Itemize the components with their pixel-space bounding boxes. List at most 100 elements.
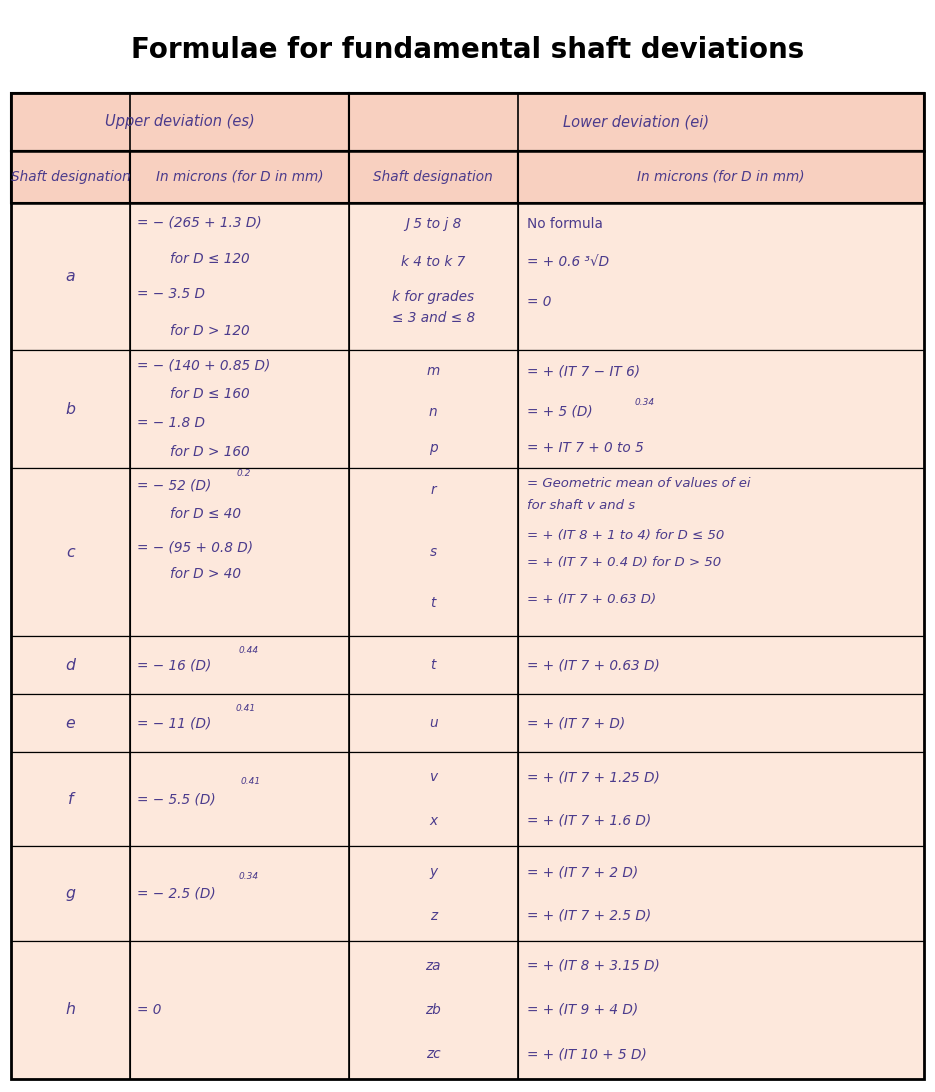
Text: t: t [431,658,436,673]
Bar [130,637,349,695]
Text: 0.2: 0.2 [237,470,251,478]
Bar [11,468,130,637]
Text: No formula: No formula [527,216,603,230]
Text: = 0: = 0 [527,295,552,309]
Text: x: x [429,814,438,828]
Text: 0.41: 0.41 [236,703,255,713]
Text: = + 0.6 ³√D: = + 0.6 ³√D [527,254,610,269]
Bar [130,203,349,351]
Text: = + (IT 8 + 3.15 D): = + (IT 8 + 3.15 D) [527,959,660,973]
Text: c: c [66,545,75,560]
Text: Formulae for fundamental shaft deviations: Formulae for fundamental shaft deviation… [131,36,804,64]
Text: zb: zb [425,1002,441,1017]
Bar [518,351,924,468]
Bar [349,468,518,637]
Text: = − (140 + 0.85 D): = − (140 + 0.85 D) [137,358,271,372]
Text: = + (IT 9 + 4 D): = + (IT 9 + 4 D) [527,1002,639,1017]
Bar [11,151,130,203]
Text: ≤ 3 and ≤ 8: ≤ 3 and ≤ 8 [392,311,475,324]
Text: a: a [65,269,76,284]
Bar [11,846,130,941]
Text: = − 3.5 D: = − 3.5 D [137,287,206,301]
Text: = + (IT 7 + 0.63 D): = + (IT 7 + 0.63 D) [527,593,656,606]
Bar [349,941,518,1079]
Text: 0.41: 0.41 [240,778,260,786]
Text: Shaft designation: Shaft designation [373,170,493,183]
Text: = + IT 7 + 0 to 5: = + IT 7 + 0 to 5 [527,441,644,455]
Bar [130,151,349,203]
Text: = + (IT 7 + 1.25 D): = + (IT 7 + 1.25 D) [527,771,660,784]
Bar [518,846,924,941]
Text: n: n [429,405,438,418]
Text: = − 11 (D): = − 11 (D) [137,716,211,731]
Text: Upper deviation (es): Upper deviation (es) [105,115,255,129]
Text: for D > 160: for D > 160 [170,444,250,459]
Text: for D ≤ 40: for D ≤ 40 [170,507,241,521]
Text: k for grades: k for grades [392,290,474,305]
Text: u: u [429,716,438,731]
Text: = − (265 + 1.3 D): = − (265 + 1.3 D) [137,215,262,229]
Bar [11,752,130,846]
Text: = − 2.5 (D): = − 2.5 (D) [137,887,216,901]
Bar [130,752,349,846]
Bar [518,203,924,351]
Bar [11,351,130,468]
Bar [349,637,518,695]
Bar [518,695,924,752]
Bar [130,351,349,468]
Bar [11,695,130,752]
Text: e: e [65,715,76,731]
Text: = + (IT 7 + 0.4 D) for D > 50: = + (IT 7 + 0.4 D) for D > 50 [527,556,721,569]
Bar [130,846,349,941]
Bar [11,203,130,351]
Bar [130,941,349,1079]
Text: = + (IT 10 + 5 D): = + (IT 10 + 5 D) [527,1047,647,1061]
Text: = 0: = 0 [137,1002,162,1017]
Bar [349,93,924,151]
Text: v: v [429,771,438,784]
Text: Shaft designation: Shaft designation [10,170,130,183]
Bar [518,468,924,637]
Text: = − 52 (D): = − 52 (D) [137,478,211,492]
Text: for shaft v and s: for shaft v and s [527,499,635,512]
Text: = + (IT 7 − IT 6): = + (IT 7 − IT 6) [527,365,640,379]
Bar [11,637,130,695]
Text: = − (95 + 0.8 D): = − (95 + 0.8 D) [137,541,253,555]
Text: k 4 to k 7: k 4 to k 7 [401,254,466,269]
Text: za: za [425,959,441,973]
Text: 0.44: 0.44 [238,645,258,655]
Text: for D ≤ 120: for D ≤ 120 [170,252,250,266]
Text: = + (IT 7 + 2.5 D): = + (IT 7 + 2.5 D) [527,909,652,923]
Bar [130,468,349,637]
Text: = + (IT 7 + 2 D): = + (IT 7 + 2 D) [527,865,639,879]
Bar [349,203,518,351]
Text: for D ≤ 160: for D ≤ 160 [170,387,250,401]
Bar [11,93,349,151]
Bar [518,752,924,846]
Text: r: r [430,483,436,497]
Bar [11,941,130,1079]
Text: Lower deviation (ei): Lower deviation (ei) [563,115,710,129]
Bar [518,941,924,1079]
Text: = − 5.5 (D): = − 5.5 (D) [137,792,216,806]
Text: g: g [65,887,76,901]
Text: for D > 120: for D > 120 [170,324,250,339]
Text: 0.34: 0.34 [238,871,258,880]
Text: = + 5 (D): = + 5 (D) [527,405,593,418]
Bar [349,151,518,203]
Text: In microns (for D in mm): In microns (for D in mm) [155,170,324,183]
Text: h: h [65,1002,76,1018]
Bar [518,151,924,203]
Text: m: m [426,365,439,379]
Text: d: d [65,657,76,673]
Text: = + (IT 7 + D): = + (IT 7 + D) [527,716,626,731]
Text: = − 1.8 D: = − 1.8 D [137,416,206,430]
Bar [349,846,518,941]
Text: p: p [429,441,438,455]
Bar [349,752,518,846]
Bar [349,695,518,752]
Text: = Geometric mean of values of ei: = Geometric mean of values of ei [527,477,751,490]
Text: 0.34: 0.34 [635,397,654,407]
Text: s: s [430,545,437,559]
Bar [349,351,518,468]
